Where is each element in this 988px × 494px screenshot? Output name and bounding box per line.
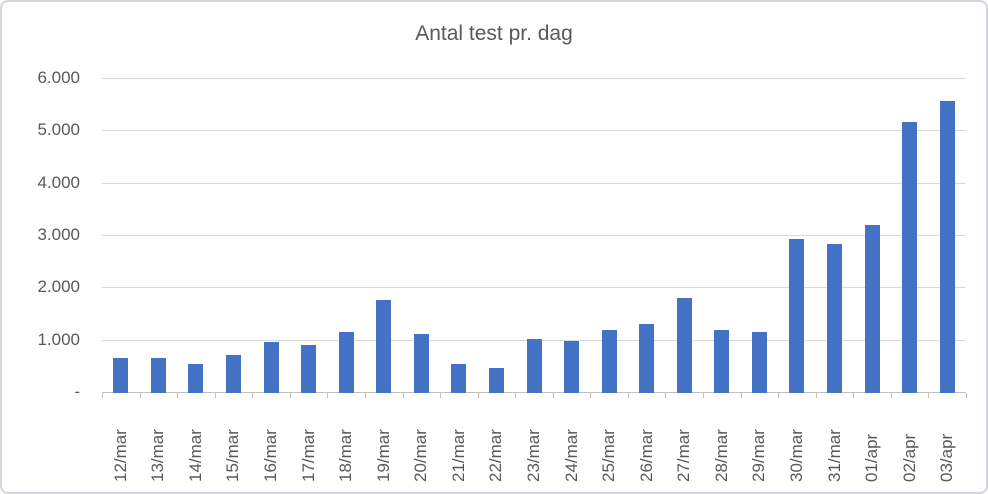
- x-axis-tick: [252, 393, 254, 398]
- bar: [639, 323, 655, 393]
- bar: [902, 122, 918, 393]
- x-axis-tick: [853, 393, 855, 398]
- y-axis-tick-label: 3.000: [37, 225, 80, 244]
- x-axis-tick: [327, 393, 329, 398]
- x-axis-tick: [289, 393, 291, 398]
- bar: [263, 341, 279, 393]
- x-axis-label: 16/mar: [261, 429, 281, 482]
- gridline: [102, 78, 966, 79]
- x-axis-tick: [928, 393, 930, 398]
- y-axis-tick-label: 4.000: [37, 172, 80, 192]
- bar: [864, 224, 880, 393]
- gridline: [102, 287, 966, 289]
- x-axis-label: 25/mar: [599, 429, 619, 482]
- y-axis-tick-label: -: [74, 382, 80, 401]
- x-axis-label: 20/mar: [411, 429, 431, 482]
- bar: [338, 331, 354, 393]
- bar: [451, 363, 467, 393]
- x-axis-label: 18/mar: [336, 429, 356, 482]
- x-axis-label: 19/mar: [373, 429, 393, 482]
- x-axis-tick: [966, 393, 967, 398]
- x-axis-label: 21/mar: [448, 429, 468, 482]
- y-axis-tick-label: 1.000: [37, 329, 80, 349]
- gridline: [102, 130, 966, 132]
- x-axis-label: 17/mar: [298, 429, 318, 482]
- bar: [301, 345, 317, 393]
- x-axis-tick: [364, 393, 366, 398]
- x-axis-label: 03/apr: [937, 433, 957, 482]
- x-axis-label: 02/apr: [899, 433, 919, 482]
- bar: [376, 299, 392, 393]
- x-axis-label: 12/mar: [110, 429, 130, 482]
- x-axis-tick: [477, 393, 479, 398]
- bar: [751, 331, 767, 393]
- x-axis-tick: [214, 393, 216, 398]
- x-axis-tick: [177, 393, 179, 398]
- bar: [789, 238, 805, 393]
- chart-title: Antal test pr. dag: [415, 22, 573, 45]
- y-axis-tick-label: 6.000: [37, 68, 80, 87]
- bar: [564, 341, 580, 393]
- x-axis-label: 15/mar: [223, 429, 243, 482]
- x-axis-label: 13/mar: [148, 429, 168, 482]
- gridline: [102, 235, 966, 236]
- y-axis-tick-label: 2.000: [37, 277, 80, 297]
- x-axis-tick: [740, 393, 742, 398]
- x-axis-label: 26/mar: [636, 429, 656, 482]
- x-axis-tick: [402, 393, 404, 398]
- bar: [676, 297, 692, 393]
- y-axis-tick-label: 5.000: [37, 120, 80, 140]
- x-axis-label: 28/mar: [711, 429, 731, 482]
- x-axis-label: 24/mar: [561, 429, 581, 482]
- x-axis-tick: [552, 393, 554, 398]
- x-axis-tick: [515, 393, 517, 398]
- x-axis-tick: [590, 393, 592, 398]
- x-axis-label: 31/mar: [824, 429, 844, 482]
- bar: [714, 329, 730, 393]
- x-axis-label: 27/mar: [674, 429, 694, 482]
- x-axis-label: 14/mar: [185, 429, 205, 482]
- x-axis-tick: [440, 393, 442, 398]
- bar: [413, 333, 429, 393]
- x-axis-label: 29/mar: [749, 429, 769, 482]
- bar: [150, 357, 166, 393]
- bar: [188, 363, 204, 393]
- x-axis-tick: [102, 393, 103, 398]
- x-axis-tick: [139, 393, 141, 398]
- bar: [827, 244, 843, 393]
- x-axis-tick: [665, 393, 667, 398]
- x-axis-tick: [627, 393, 629, 398]
- x-axis-tick: [778, 393, 780, 398]
- x-axis-tick: [815, 393, 817, 398]
- x-axis-tick: [703, 393, 705, 398]
- gridline: [102, 182, 966, 184]
- bar: [601, 329, 617, 393]
- x-axis-label: 22/mar: [486, 429, 506, 482]
- bar: [225, 355, 241, 393]
- bar: [939, 101, 955, 393]
- bar: [488, 368, 504, 393]
- x-axis-label: 01/apr: [862, 433, 882, 482]
- x-axis-label: 30/mar: [786, 429, 806, 482]
- bar: [113, 357, 129, 393]
- x-axis-label: 23/mar: [524, 429, 543, 482]
- bar: [526, 339, 542, 393]
- x-axis-tick: [890, 393, 892, 398]
